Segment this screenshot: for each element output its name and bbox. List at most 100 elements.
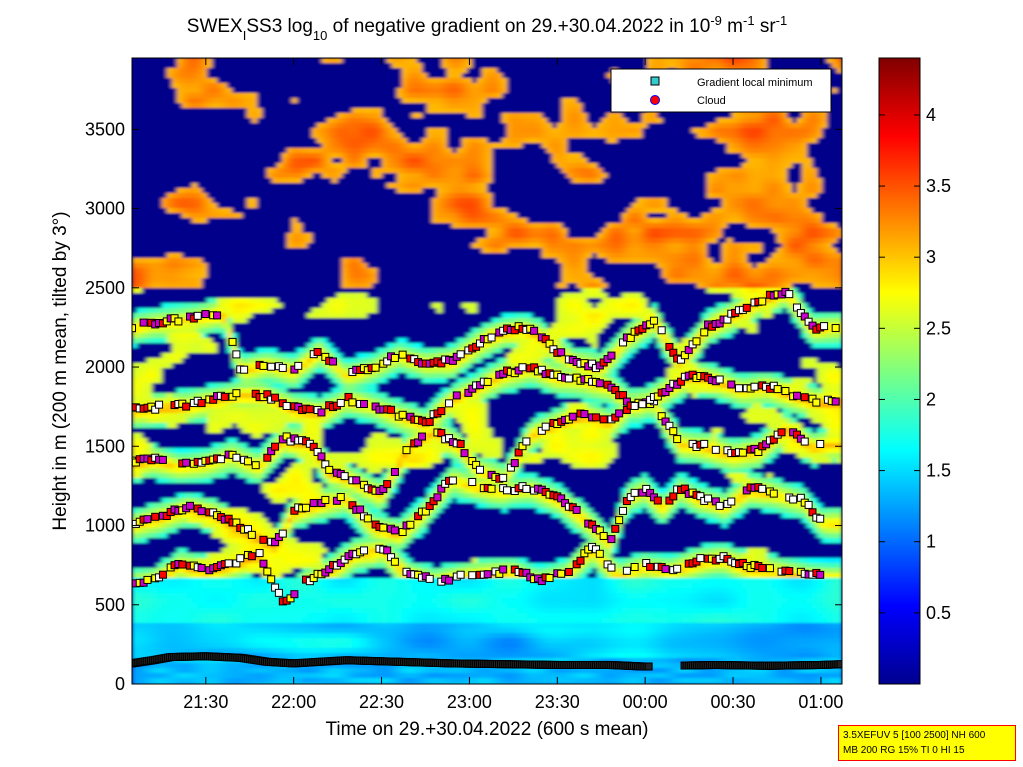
heatmap-cell [237,308,243,314]
heatmap-cell [242,488,248,494]
heatmap-cell [177,518,183,524]
heatmap-cell [232,238,238,244]
heatmap-cell [257,628,263,634]
heatmap-cell [167,308,173,314]
heatmap-cell [222,533,228,539]
heatmap-cell [207,373,213,379]
heatmap-cell [172,308,178,314]
heatmap-cell [212,203,218,209]
heatmap-cell [217,338,223,344]
heatmap-cell [147,393,153,399]
heatmap-cell [217,383,223,389]
heatmap-cell [217,168,223,174]
heatmap-cell [237,173,243,179]
heatmap-cell [237,603,243,609]
heatmap-cell [162,223,168,229]
heatmap-cell [137,243,143,249]
heatmap-cell [177,143,183,149]
heatmap-cell [237,153,243,159]
heatmap-cell [272,123,278,129]
heatmap-cell [207,343,213,349]
heatmap-cell [137,213,143,219]
heatmap-cell [252,318,258,324]
heatmap-cell [262,608,268,614]
heatmap-cell [172,428,178,434]
heatmap-cell [177,538,183,544]
heatmap-cell [257,168,263,174]
heatmap-cell [227,238,233,244]
heatmap-cell [262,678,268,684]
heatmap-cell [187,633,193,639]
heatmap-cell [242,173,248,179]
heatmap-cell [162,678,168,684]
heatmap-cell [162,78,168,84]
heatmap-cell [227,678,233,684]
heatmap-cell [197,388,203,394]
heatmap-cell [232,58,238,64]
heatmap-cell [182,468,188,474]
heatmap-cell [252,218,258,224]
heatmap-cell [217,368,223,374]
heatmap-cell [162,348,168,354]
heatmap-cell [212,408,218,414]
heatmap-cell [217,263,223,269]
heatmap-cell [212,88,218,94]
heatmap-cell [192,378,198,384]
heatmap-cell [217,603,223,609]
heatmap-cell [147,433,153,439]
heatmap-cell [197,363,203,369]
heatmap-cell [242,203,248,209]
heatmap-cell [142,163,148,169]
heatmap-cell [142,393,148,399]
heatmap-cell [152,263,158,269]
heatmap-cell [242,248,248,254]
heatmap-cell [172,633,178,639]
heatmap-cell [272,203,278,209]
heatmap-cell [227,358,233,364]
heatmap-cell [152,423,158,429]
heatmap-cell [192,353,198,359]
heatmap-cell [172,668,178,674]
heatmap-cell [192,443,198,449]
heatmap-cell [152,293,158,299]
heatmap-cell [262,418,268,424]
heatmap-cell [232,173,238,179]
heatmap-cell [167,253,173,259]
heatmap-cell [217,188,223,194]
heatmap-cell [237,253,243,259]
heatmap-cell [167,133,173,139]
heatmap-cell [242,63,248,69]
heatmap-cell [167,128,173,134]
heatmap-cell [252,128,258,134]
heatmap-cell [147,388,153,394]
heatmap-cell [202,498,208,504]
heatmap-cell [152,68,158,74]
heatmap-cell [262,268,268,274]
heatmap-cell [247,618,253,624]
heatmap-cell [262,163,268,169]
heatmap-cell [222,368,228,374]
heatmap-cell [142,108,148,114]
heatmap-cell [172,643,178,649]
heatmap-cell [172,368,178,374]
heatmap-cell [202,613,208,619]
heatmap-cell [192,663,198,669]
heatmap-cell [247,498,253,504]
heatmap-cell [137,633,143,639]
heatmap-cell [157,273,163,279]
heatmap-cell [212,133,218,139]
heatmap-cell [177,168,183,174]
heatmap-cell [272,388,278,394]
heatmap-cell [132,203,138,209]
heatmap-cell [182,633,188,639]
heatmap-cell [242,148,248,154]
heatmap-cell [272,228,278,234]
heatmap-cell [152,83,158,89]
heatmap-cell [152,168,158,174]
heatmap-cell [207,163,213,169]
heatmap-cell [262,428,268,434]
heatmap-cell [132,538,138,544]
heatmap-cell [227,158,233,164]
heatmap-cell [162,133,168,139]
heatmap-cell [152,133,158,139]
